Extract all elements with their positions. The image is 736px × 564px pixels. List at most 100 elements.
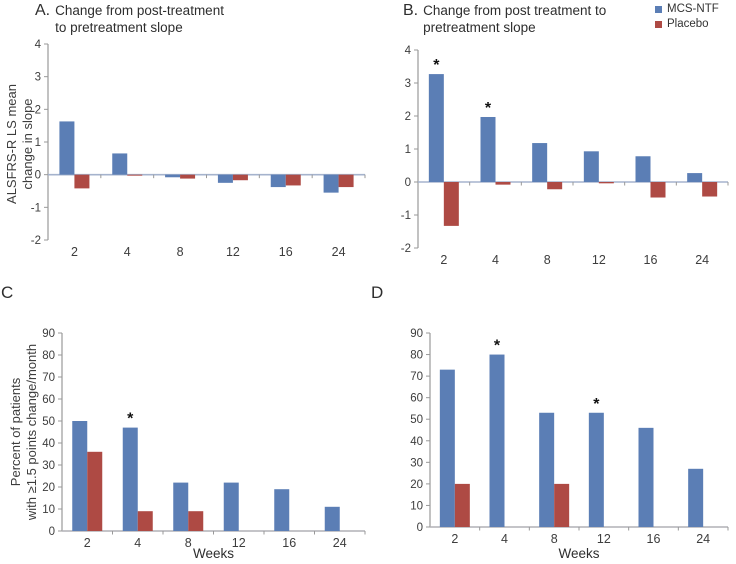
- x-tick-label-C: 4: [134, 536, 141, 550]
- bar-mcs-ntf-week-8-panel-B: [532, 143, 548, 182]
- x-tick-label-C: 16: [282, 536, 296, 550]
- bar-placebo-week-2-panel-C: [87, 451, 103, 531]
- bar-mcs-ntf-week-12-panel-D: [588, 412, 604, 527]
- bar-mcs-ntf-week-8-panel-D: [539, 412, 555, 527]
- bar-mcs-ntf-week-2-panel-C: [72, 421, 88, 531]
- panel-b-letter: B.: [403, 2, 419, 19]
- x-tick-label-D: 16: [647, 532, 661, 546]
- bar-placebo-week-8-panel-B: [547, 182, 563, 190]
- bar-placebo-week-2-panel-A: [74, 174, 90, 189]
- bar-placebo-week-4-panel-C: [137, 511, 153, 531]
- bar-mcs-ntf-week-4-panel-C: [122, 427, 138, 531]
- bar-placebo-week-16-panel-A: [285, 174, 301, 186]
- x-tick-label-A: 24: [332, 245, 346, 259]
- x-tick-label-A: 12: [226, 245, 240, 259]
- y-tick-label-D: 30: [410, 457, 423, 469]
- significance-star-D-week-12: *: [593, 396, 600, 413]
- y-tick-label-B: -1: [401, 210, 411, 222]
- panel-b-title-text: Change from post treatment to pretreatmen…: [423, 2, 606, 36]
- significance-star-C-week-4: *: [127, 411, 134, 428]
- panel-d-letter: D: [371, 283, 384, 302]
- y-tick-label-C: 30: [42, 460, 55, 472]
- bar-placebo-week-2-panel-D: [454, 483, 470, 527]
- y-tick-label-B: 0: [405, 177, 411, 189]
- panel-a-title-line2: to pretreatment slope: [55, 20, 183, 35]
- y-tick-label-A: 1: [35, 137, 41, 149]
- bar-mcs-ntf-week-8-panel-A: [165, 174, 181, 178]
- y-tick-label-A: -2: [31, 235, 41, 247]
- bar-mcs-ntf-week-12-panel-B: [583, 151, 599, 182]
- panel-c-letter: C: [1, 283, 14, 302]
- x-tick-label-D: 2: [451, 532, 458, 546]
- y-tick-label-C: 10: [42, 504, 55, 516]
- bar-placebo-week-2-panel-B: [443, 182, 459, 226]
- bar-placebo-week-4-panel-B: [495, 182, 511, 185]
- y-tick-label-D: 90: [410, 328, 423, 340]
- x-tick-label-B: 4: [492, 253, 499, 267]
- x-tick-label-A: 2: [71, 245, 78, 259]
- bar-mcs-ntf-week-16-panel-A: [270, 174, 286, 188]
- y-tick-label-C: 50: [42, 416, 55, 428]
- bar-mcs-ntf-week-16-panel-D: [638, 427, 654, 527]
- y-tick-label-B: 3: [405, 78, 411, 90]
- x-tick-label-C: 2: [84, 536, 91, 550]
- bar-placebo-week-12-panel-B: [598, 182, 614, 184]
- x-tick-label-A: 16: [279, 245, 293, 259]
- panel-b-title: B. Change from post treatment to pretreat…: [403, 2, 606, 36]
- y-tick-label-D: 50: [410, 414, 423, 426]
- y-tick-label-C: 40: [42, 438, 55, 450]
- legend-item-mcs-ntf: MCS-NTF: [655, 3, 719, 15]
- bar-mcs-ntf-week-12-panel-A: [217, 174, 233, 183]
- panel-a-letter: A.: [35, 2, 51, 19]
- panel-a-title-text: Change from post-treatment to pretreatmen…: [55, 2, 224, 36]
- y-tick-label-D: 70: [410, 371, 423, 383]
- bar-mcs-ntf-week-24-panel-D: [688, 468, 704, 527]
- x-tick-label-A: 4: [124, 245, 131, 259]
- bar-mcs-ntf-week-2-panel-A: [59, 121, 75, 175]
- y-tick-label-B: 1: [405, 144, 411, 156]
- significance-star-B-week-4: *: [485, 100, 492, 117]
- y-tick-label-B: 2: [405, 111, 411, 123]
- y-tick-label-C: 90: [42, 328, 55, 340]
- bar-placebo-week-8-panel-A: [180, 174, 196, 179]
- y-tick-label-D: 80: [410, 350, 423, 362]
- y-tick-label-A: 3: [35, 72, 41, 84]
- bar-mcs-ntf-week-24-panel-B: [687, 173, 703, 182]
- panel-a-ylabel-line2: change in slope: [20, 98, 35, 190]
- panel-d-xlabel: Weeks: [558, 546, 600, 561]
- legend-label-placebo: Placebo: [667, 18, 709, 30]
- x-tick-label-C: 12: [232, 536, 246, 550]
- x-tick-label-D: 8: [551, 532, 558, 546]
- placebo-swatch-icon: [655, 20, 662, 28]
- x-tick-label-B: 12: [592, 253, 606, 267]
- mcs-ntf-swatch-icon: [655, 5, 662, 13]
- bar-placebo-week-24-panel-B: [702, 182, 718, 197]
- y-tick-label-D: 20: [410, 479, 423, 491]
- bar-placebo-week-8-panel-C: [188, 511, 204, 531]
- bar-placebo-week-24-panel-A: [338, 174, 354, 188]
- y-tick-label-D: 10: [410, 500, 423, 512]
- bar-mcs-ntf-week-4-panel-A: [112, 153, 128, 175]
- bar-placebo-week-4-panel-A: [127, 174, 143, 176]
- y-tick-label-B: 4: [405, 45, 412, 57]
- x-tick-label-B: 2: [440, 253, 447, 267]
- bar-mcs-ntf-week-8-panel-C: [173, 482, 189, 531]
- y-tick-label-A: -1: [31, 202, 41, 214]
- panel-a-ylabel: ALSFRS-R LS mean change in slope: [4, 42, 36, 246]
- significance-star-D-week-4: *: [494, 338, 501, 355]
- x-tick-label-C: 24: [333, 536, 347, 550]
- legend-label-mcs-ntf: MCS-NTF: [667, 3, 719, 15]
- bar-mcs-ntf-week-12-panel-C: [223, 482, 239, 531]
- panel-a-title-line1: Change from post-treatment: [55, 3, 224, 18]
- significance-star-B-week-2: *: [433, 57, 440, 74]
- panel-a-ylabel-line1: ALSFRS-R LS mean: [4, 84, 19, 204]
- x-tick-label-D: 4: [501, 532, 508, 546]
- x-tick-label-B: 8: [544, 253, 551, 267]
- x-tick-label-A: 8: [177, 245, 184, 259]
- bar-mcs-ntf-week-2-panel-B: [428, 74, 444, 182]
- y-tick-label-C: 80: [42, 350, 55, 362]
- panel-c-ylabel: Percent of patients with ≥1.5 points chan…: [8, 330, 40, 534]
- x-tick-label-D: 12: [597, 532, 611, 546]
- panel-c-ylabel-line1: Percent of patients: [8, 377, 23, 487]
